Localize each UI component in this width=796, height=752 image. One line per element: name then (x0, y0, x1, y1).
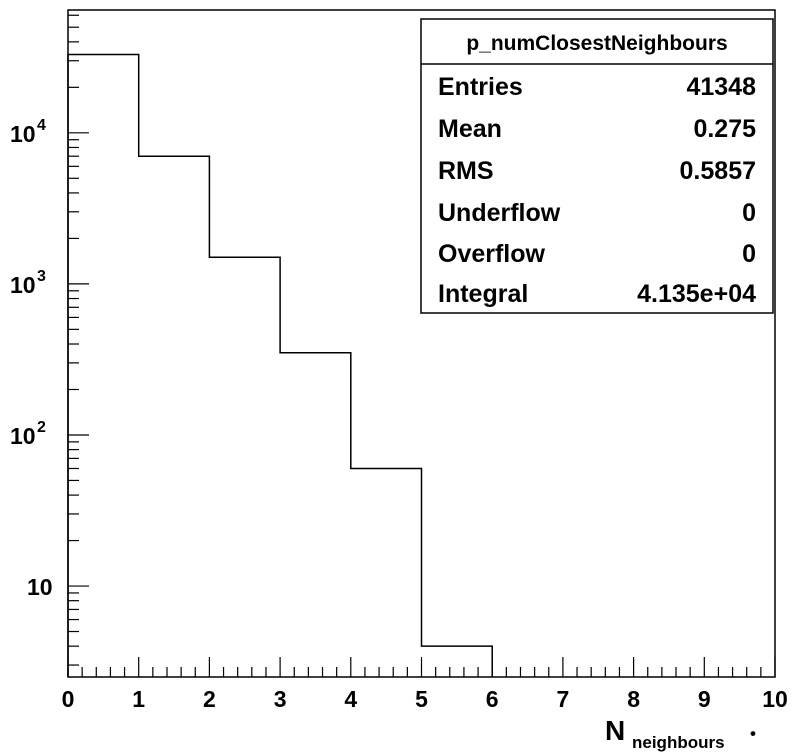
stats-row-value: 0 (742, 199, 756, 227)
y-tick-label-base: 10 (10, 121, 36, 147)
x-tick-labels: 0 1 2 3 4 5 6 7 8 9 10 (62, 686, 788, 712)
stats-row-value: 4.135e+04 (637, 280, 756, 308)
x-tick-label: 2 (203, 686, 216, 712)
x-axis-title-suffix: • (750, 724, 756, 743)
stats-box-title: p_numClosestNeighbours (466, 32, 727, 55)
y-tick-label-exponent: 3 (37, 268, 46, 285)
x-tick-label: 0 (62, 686, 75, 712)
y-tick-label: 10 3 (10, 268, 46, 298)
y-tick-label-exponent: 2 (37, 419, 46, 436)
histogram-bin (280, 353, 351, 677)
x-tick-label: 1 (132, 686, 145, 712)
x-axis-title: N neighbours • (605, 715, 756, 752)
y-tick-label-base: 10 (10, 423, 36, 449)
stats-row-value: 0.275 (693, 115, 756, 143)
stats-row-value: 0.5857 (680, 157, 756, 185)
stats-row-value: 41348 (686, 73, 756, 101)
stats-row-value: 0 (742, 240, 756, 268)
stats-box: p_numClosestNeighbours Entries 41348 Mean 0… (420, 18, 774, 314)
x-tick-label: 10 (762, 686, 788, 712)
axis-ticks (67, 14, 776, 677)
histogram-bin (351, 468, 422, 677)
x-tick-label: 6 (486, 686, 499, 712)
x-tick-label: 9 (698, 686, 711, 712)
histogram-bars (67, 53, 493, 677)
stats-row-label: Entries (438, 73, 523, 101)
stats-box-frame (420, 18, 774, 314)
y-tick-label: 10 4 (10, 117, 46, 147)
histogram-bin (422, 646, 493, 677)
y-tick-label-base: 10 (27, 574, 53, 600)
y-tick-label-base: 10 (10, 272, 36, 298)
y-tick-label: 10 2 (10, 419, 46, 449)
stats-row: Entries 41348 (438, 73, 756, 101)
y-tick-label-exponent: 4 (37, 117, 46, 134)
x-tick-label: 7 (557, 686, 570, 712)
x-tick-label: 3 (274, 686, 287, 712)
histogram-outline (67, 53, 493, 677)
histogram-bin (139, 156, 210, 677)
stats-row: RMS 0.5857 (438, 157, 756, 185)
x-axis-title-main: N (605, 715, 625, 746)
x-axis-title-subscript: neighbours (632, 733, 725, 752)
stats-row-label: RMS (438, 157, 494, 185)
stats-row-label: Overflow (438, 240, 546, 268)
y-tick-label: 10 (27, 574, 53, 600)
stats-row: Overflow 0 (438, 240, 756, 268)
stats-box-rows: Entries 41348 Mean 0.275 RMS 0.5857 Underflow 0… (438, 73, 756, 308)
stats-row-label: Underflow (438, 199, 561, 227)
x-tick-label: 8 (627, 686, 640, 712)
stats-row-label: Integral (438, 280, 528, 308)
stats-row: Underflow 0 (438, 199, 756, 227)
x-tick-label: 4 (344, 686, 357, 712)
stats-row: Integral 4.135e+04 (438, 280, 756, 308)
x-tick-label: 5 (415, 686, 428, 712)
stats-row-label: Mean (438, 115, 502, 143)
stats-row: Mean 0.275 (438, 115, 756, 143)
histogram-bin (209, 257, 280, 677)
